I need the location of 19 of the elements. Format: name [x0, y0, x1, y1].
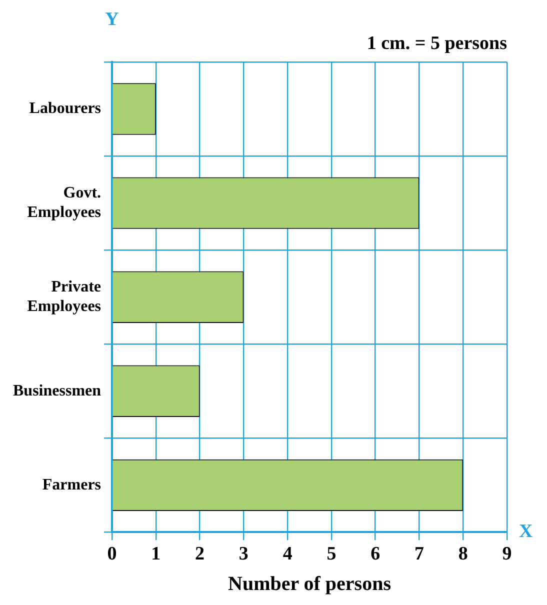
x-tick-label: 3: [238, 544, 248, 565]
text: X: [519, 521, 533, 542]
y-tick-label: Farmers: [42, 476, 102, 494]
text: 1 cm. = 5 persons: [366, 32, 507, 54]
y-tick-label: Businessmen: [12, 382, 102, 400]
y-tick-label: Govt. Employees: [27, 184, 102, 221]
x-axis-title: Number of persons: [228, 573, 392, 596]
x-tick-label: 1: [151, 544, 161, 565]
x-tick-label: 7: [414, 544, 424, 565]
x-tick-label: 9: [502, 544, 512, 565]
x-tick-label: 4: [282, 544, 293, 565]
x-tick-label: 6: [370, 544, 380, 565]
x-tick-label: 2: [195, 544, 205, 565]
y-tick-label: Labourers: [29, 100, 102, 118]
x-tick-label: 5: [326, 544, 336, 565]
text: Y: [105, 8, 120, 30]
x-tick-label: 8: [458, 544, 468, 565]
x-tick-label: 0: [107, 544, 117, 565]
y-tick-label: Private Employees: [27, 278, 102, 315]
